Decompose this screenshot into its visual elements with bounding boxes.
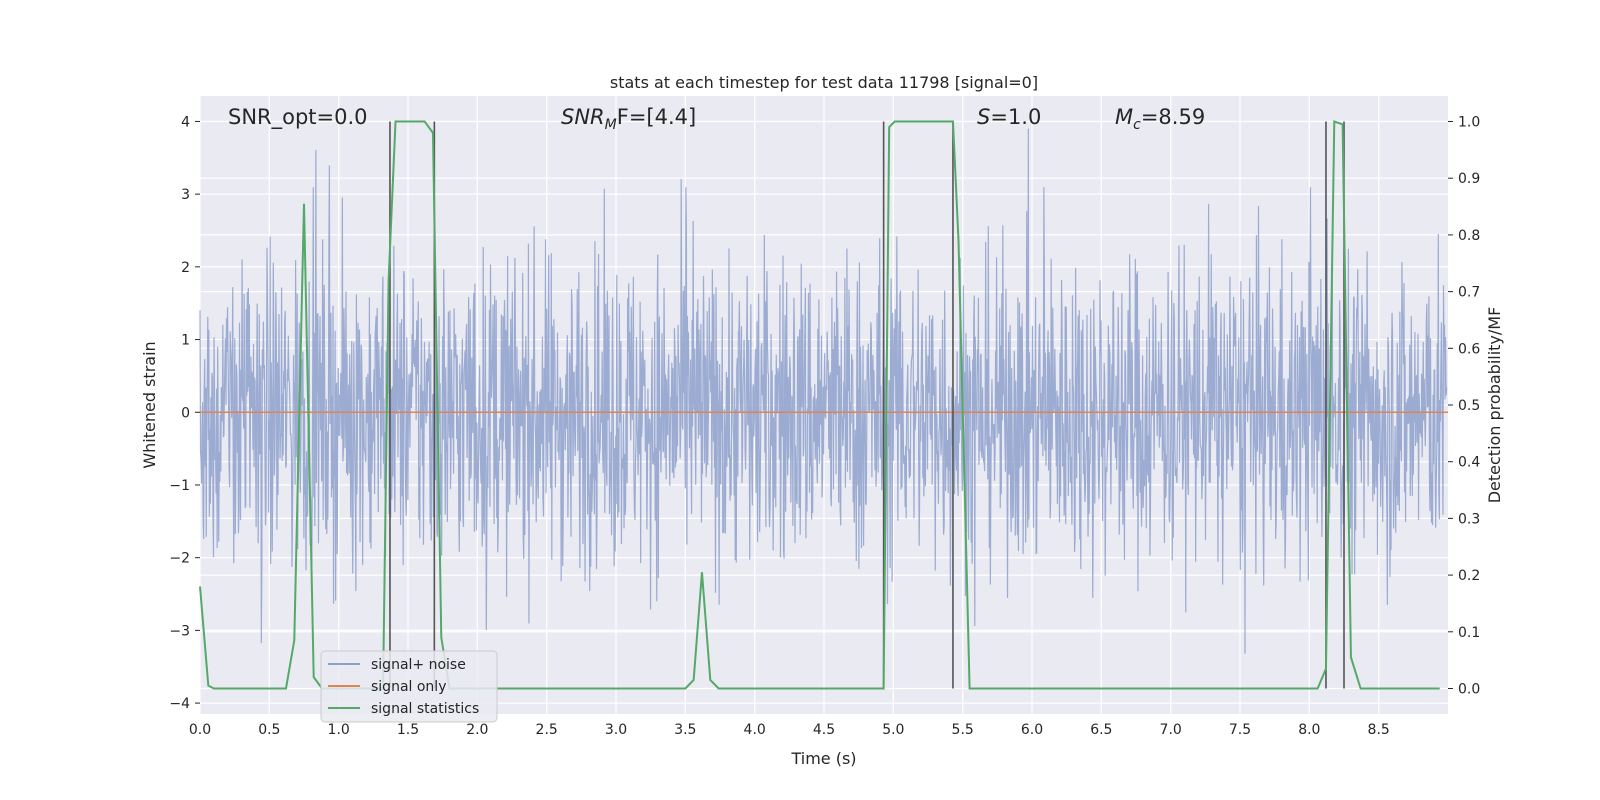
y-right-tick-label: 0.6 [1458,341,1480,357]
y-axis-label-right: Detection probability/MF [1485,307,1504,504]
y-tick-label: −2 [169,551,190,567]
legend-label-signal: signal only [371,679,446,695]
y-tick-label: 4 [181,114,190,130]
x-tick-label: 5.0 [882,722,904,738]
x-tick-label: 7.5 [1229,722,1251,738]
x-tick-label: 8.5 [1368,722,1390,738]
x-tick-label: 6.5 [1090,722,1112,738]
tick-layer: 0.0 0.5 1.0 1.5 2.0 2.5 3.0 3.5 4.0 4.5 5.0 5.5 6.0 6… [169,114,1480,738]
y-right-tick-label: 1.0 [1458,115,1480,131]
annotation-snr-mf: SNRMF=[4.4] [561,105,696,133]
y-right-tick-label: 0.9 [1458,171,1480,187]
stat-layer [199,120,1440,690]
x-tick-label: 0.0 [189,722,211,738]
x-tick-label: 3.0 [605,722,627,738]
y-right-tick-label: 0.2 [1458,568,1480,584]
x-tick-label: 1.5 [397,722,419,738]
legend: signal+ noise signal only signal statist… [320,650,498,723]
x-tick-label: 4.5 [813,722,835,738]
x-axis-label: Time (s) [790,749,856,768]
noise-series-line [199,128,1448,654]
annotation-s: S=1.0 [977,105,1041,129]
y-right-tick-label: 0.8 [1458,228,1480,244]
y-tick-label: −4 [169,696,190,712]
noise-layer [199,128,1448,654]
y-axis-label: Whitened strain [140,341,159,468]
y-tick-label: 2 [181,260,190,276]
chart-title: stats at each timestep for test data 117… [610,73,1038,92]
x-tick-label: 2.0 [466,722,488,738]
y-right-tick-label: 0.7 [1458,285,1480,301]
y-tick-label: 3 [181,187,190,203]
annotation-snr-opt: SNR_opt=0.0 [228,105,368,130]
y-right-tick-label: 0.4 [1458,455,1480,471]
y-right-tick-label: 0.3 [1458,511,1480,527]
x-tick-label: 7.0 [1160,722,1182,738]
x-tick-label: 2.5 [536,722,558,738]
legend-label-stat: signal statistics [371,701,479,717]
y-right-tick-label: 0.0 [1458,681,1480,697]
y-tick-label: 0 [181,405,190,421]
x-tick-label: 6.0 [1021,722,1043,738]
x-tick-label: 0.5 [258,722,280,738]
y-tick-label: −3 [169,623,190,639]
x-tick-label: 3.5 [674,722,696,738]
legend-box [320,650,498,723]
x-tick-label: 8.0 [1298,722,1320,738]
y-tick-label: 1 [181,333,190,349]
x-tick-label: 5.5 [952,722,974,738]
legend-label-noise: signal+ noise [371,657,466,673]
y-right-tick-label: 0.1 [1458,625,1480,641]
annotation-mc: Mc=8.59 [1115,105,1205,133]
x-tick-label: 4.0 [744,722,766,738]
y-tick-label: −1 [169,478,190,494]
x-tick-label: 1.0 [328,722,350,738]
y-right-tick-label: 0.5 [1458,398,1480,414]
statistics-series-line [199,120,1440,690]
